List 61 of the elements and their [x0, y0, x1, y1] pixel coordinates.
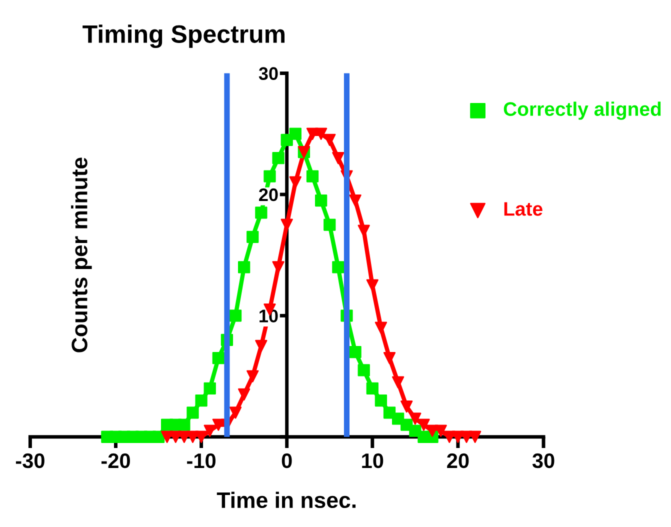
- point: [178, 418, 190, 431]
- point: [306, 170, 319, 182]
- point: [383, 352, 396, 364]
- point: [229, 406, 242, 419]
- point: [366, 279, 378, 292]
- y-axis-title: Counts per minute: [71, 158, 92, 352]
- chart-title: Timing Spectrum: [82, 24, 285, 48]
- point: [366, 382, 378, 394]
- point: [280, 218, 293, 231]
- point: [358, 364, 370, 376]
- legend-label: Late: [504, 202, 542, 216]
- point: [426, 424, 438, 437]
- point: [418, 418, 430, 431]
- point: [434, 424, 447, 437]
- point: [246, 370, 259, 382]
- x-axis-title: Time in nsec.: [216, 492, 356, 508]
- x-tick-label: 20: [447, 453, 469, 468]
- point: [374, 394, 388, 407]
- point: [272, 261, 284, 274]
- point: [468, 430, 482, 443]
- x-tick-label: -10: [187, 453, 216, 468]
- point: [332, 261, 344, 274]
- point: [409, 412, 422, 425]
- point: [238, 388, 250, 401]
- point: [195, 430, 208, 443]
- y-tick-label: 20: [259, 188, 278, 202]
- x-tick-label: -30: [16, 453, 44, 468]
- point: [289, 128, 302, 140]
- point: [324, 218, 336, 231]
- point: [264, 170, 276, 182]
- point: [204, 424, 216, 437]
- point: [392, 376, 404, 388]
- legend-label: Correctly aligned: [504, 102, 661, 120]
- x-tick-label: -20: [102, 453, 130, 468]
- point: [289, 176, 302, 188]
- point: [349, 194, 362, 207]
- point: [204, 382, 216, 394]
- x-tick-label: 30: [532, 453, 554, 468]
- point: [186, 430, 199, 443]
- point: [238, 261, 250, 274]
- point: [374, 322, 388, 334]
- point: [349, 346, 362, 358]
- point: [186, 406, 199, 419]
- y-tick-label: 30: [258, 67, 278, 80]
- point: [246, 230, 259, 243]
- x-tick-label: 0: [282, 453, 292, 468]
- point: [255, 340, 268, 352]
- point: [272, 152, 284, 164]
- point: [460, 430, 473, 443]
- point: [255, 206, 268, 219]
- point: [324, 134, 336, 146]
- point: [306, 128, 319, 140]
- point: [212, 352, 224, 364]
- point: [229, 310, 242, 322]
- point: [195, 394, 208, 407]
- point: [315, 128, 328, 140]
- point: [400, 400, 413, 413]
- point: [212, 418, 224, 431]
- point: [315, 194, 328, 207]
- x-tick-label: 10: [362, 453, 384, 468]
- point: [332, 152, 344, 164]
